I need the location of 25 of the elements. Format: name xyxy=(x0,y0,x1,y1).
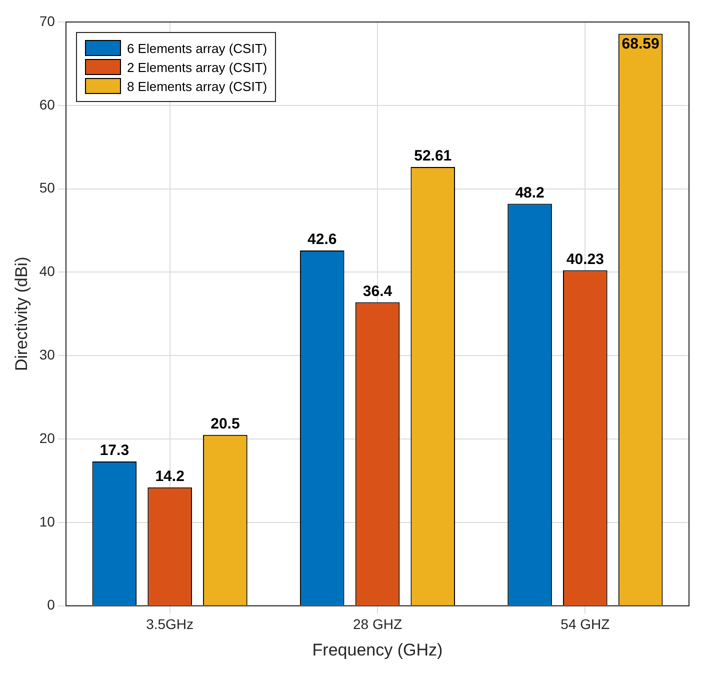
legend-label: 2 Elements array (CSIT) xyxy=(126,60,268,74)
data-label: 42.6 xyxy=(308,231,337,248)
y-axis-title: Directivity (dBi) xyxy=(12,256,31,372)
data-label: 20.5 xyxy=(210,415,240,432)
y-tick-label: 0 xyxy=(47,596,56,613)
data-label: 48.2 xyxy=(515,184,544,202)
data-label: 52.61 xyxy=(414,148,452,165)
data-label: 36.4 xyxy=(362,282,393,300)
data-label: 14.2 xyxy=(155,468,184,486)
y-tick-label: 20 xyxy=(39,430,56,446)
x-axis-title: Frequency (GHz) xyxy=(312,640,443,660)
y-tick-label: 70 xyxy=(39,12,56,29)
y-tick-label: 10 xyxy=(39,513,56,530)
x-tick-label: 28 GHZ xyxy=(352,616,402,632)
legend-label: 6 Elements array (CSIT) xyxy=(126,40,268,56)
y-tick-label: 40 xyxy=(39,263,56,280)
x-tick-label: 3.5GHz xyxy=(146,616,194,632)
data-label: 68.59 xyxy=(622,35,660,52)
data-label: 40.23 xyxy=(566,250,604,268)
x-tick-label: 54 GHZ xyxy=(560,616,610,632)
y-tick-label: 50 xyxy=(39,180,56,196)
y-tick-label: 30 xyxy=(39,346,56,362)
data-label: 17.3 xyxy=(100,442,130,460)
y-tick-label: 60 xyxy=(39,96,56,112)
legend-label: 8 Elements array (CSIT) xyxy=(126,78,268,94)
